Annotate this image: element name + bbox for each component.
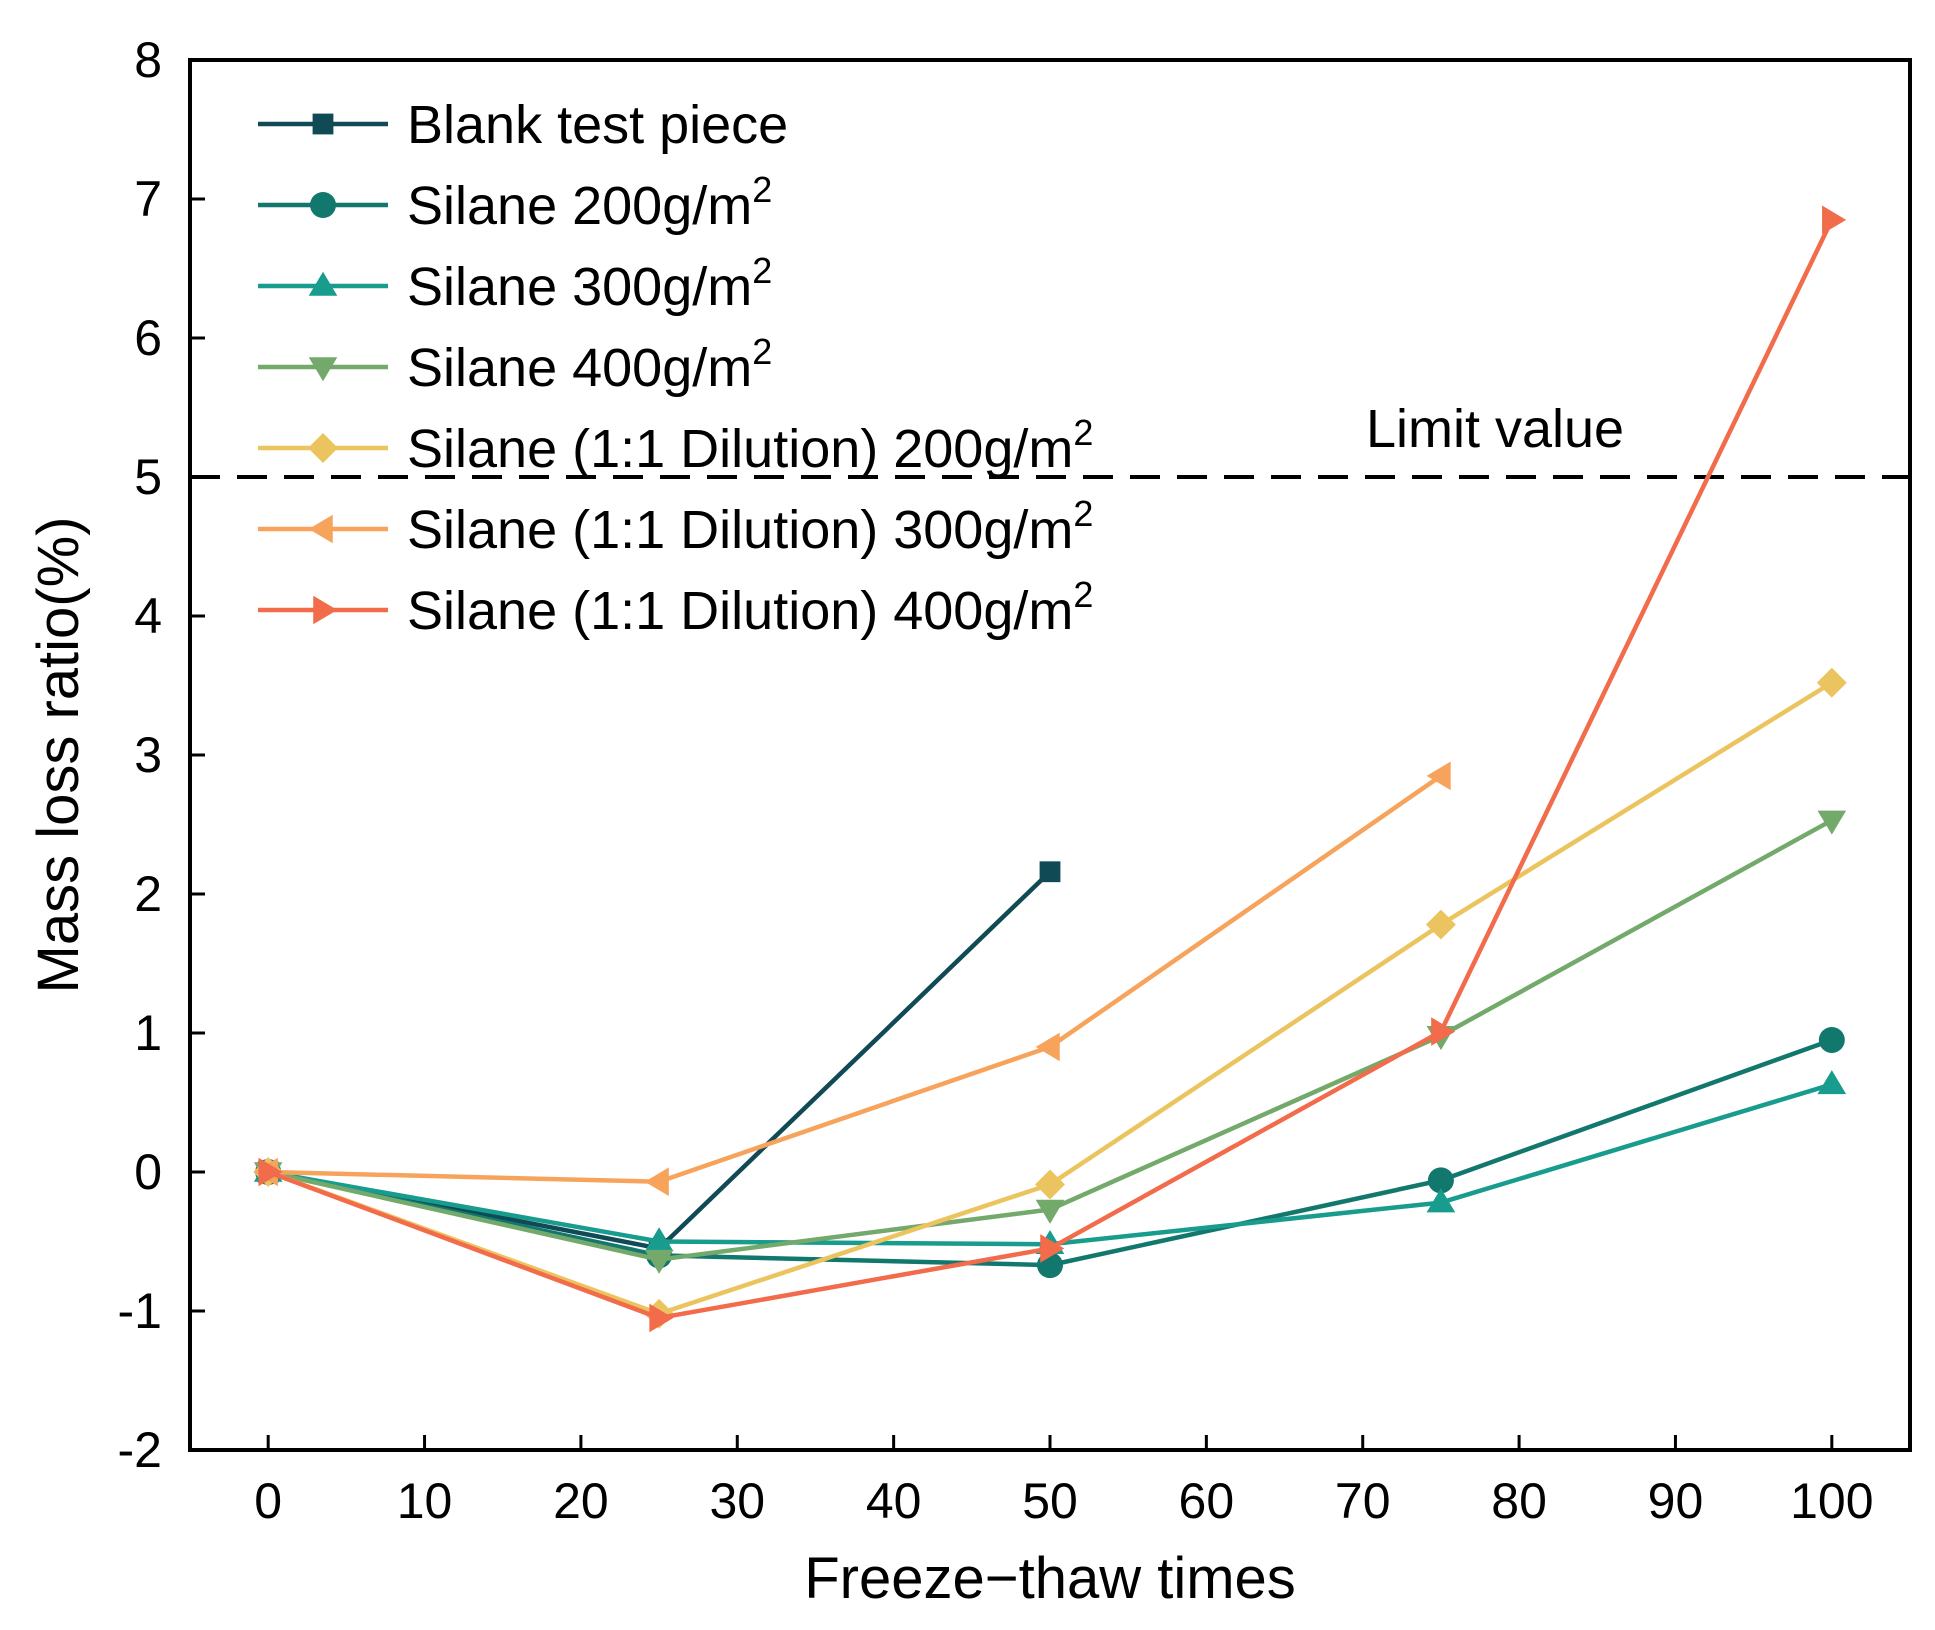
x-tick-label: 70 (1335, 1473, 1391, 1529)
legend-swatch-marker (310, 192, 336, 218)
x-tick-label: 10 (397, 1473, 453, 1529)
legend-label-text: Blank test piece (407, 95, 788, 155)
y-tick-label: 3 (134, 727, 162, 783)
legend-label-text: Silane (1:1 Dilution) 300g/m (407, 500, 1073, 560)
series-group (253, 205, 1847, 1333)
y-tick-label: 1 (134, 1005, 162, 1061)
x-axis-title: Freeze−thaw times (804, 1546, 1296, 1611)
legend-label-text: Silane 200g/m (407, 176, 752, 236)
y-tick-label: -1 (118, 1283, 162, 1339)
series-line (268, 774, 1443, 1184)
data-point (1431, 1017, 1456, 1046)
legend-label: Silane (1:1 Dilution) 400g/m2 (407, 574, 1093, 641)
legend-label: Blank test piece (407, 95, 788, 155)
y-tick-label: 0 (134, 1144, 162, 1200)
series-5 (253, 761, 1451, 1197)
legend-label-text: Silane (1:1 Dilution) 400g/m (407, 581, 1073, 641)
legend-label-superscript: 2 (1073, 412, 1093, 453)
x-tick-label: 80 (1491, 1473, 1547, 1529)
legend-label-text: Silane 400g/m (407, 338, 752, 398)
data-point (1035, 1169, 1065, 1200)
legend-label: Silane 400g/m2 (407, 331, 772, 398)
data-point (1426, 761, 1451, 791)
legend-label-superscript: 2 (1073, 493, 1093, 534)
data-point (1816, 667, 1847, 698)
legend-label: Silane (1:1 Dilution) 300g/m2 (407, 493, 1093, 560)
x-tick-label: 0 (254, 1473, 282, 1529)
y-axis-title: Mass loss ratio(%) (26, 517, 91, 994)
data-point (644, 1249, 674, 1274)
legend-label-superscript: 2 (752, 331, 772, 372)
legend-swatch-marker (308, 271, 338, 296)
legend-label: Silane (1:1 Dilution) 200g/m2 (407, 412, 1093, 479)
data-point (1822, 205, 1847, 235)
series-4 (253, 667, 1847, 1329)
y-tick-label: -2 (118, 1422, 162, 1478)
y-tick-label: 6 (134, 310, 162, 366)
legend-item: Silane (1:1 Dilution) 200g/m2 (258, 412, 1093, 479)
legend-swatch-marker (308, 514, 333, 544)
legend-item: Blank test piece (258, 95, 788, 155)
legend-item: Silane 200g/m2 (258, 169, 772, 236)
x-tick-label: 100 (1790, 1473, 1873, 1529)
data-point (1425, 909, 1456, 940)
legend-swatch-marker (313, 595, 338, 625)
data-point (1426, 1188, 1456, 1213)
data-point (1818, 1026, 1845, 1053)
limit-line-group: Limit value (190, 399, 1910, 479)
x-tick-label: 50 (1022, 1473, 1078, 1529)
x-tick-label: 60 (1179, 1473, 1235, 1529)
series-2 (253, 1070, 1847, 1255)
legend-item: Silane 300g/m2 (258, 250, 772, 317)
data-point (1035, 1032, 1060, 1062)
legend-label-text: Silane 300g/m (407, 257, 752, 317)
legend-label: Silane 300g/m2 (407, 250, 772, 317)
legend-item: Silane (1:1 Dilution) 400g/m2 (258, 574, 1093, 641)
series-0 (257, 861, 1061, 1259)
x-tick-label: 30 (709, 1473, 765, 1529)
data-point (1040, 1234, 1065, 1263)
x-tick-label: 20 (553, 1473, 609, 1529)
legend-swatch-marker (312, 113, 334, 135)
legend-label-superscript: 2 (1073, 574, 1093, 615)
limit-value-label: Limit value (1366, 399, 1624, 459)
data-point (258, 1157, 283, 1187)
y-tick-label: 2 (134, 866, 162, 922)
legend-swatch-marker (308, 433, 338, 463)
data-point (644, 1227, 674, 1252)
y-tick-label: 4 (134, 588, 162, 644)
legend-item: Silane 400g/m2 (258, 331, 772, 398)
legend-swatch-marker (308, 357, 338, 382)
series-6 (258, 205, 1847, 1333)
data-point (649, 1303, 674, 1333)
legend-item: Silane (1:1 Dilution) 300g/m2 (258, 493, 1093, 560)
legend-label-superscript: 2 (752, 169, 772, 210)
data-point (1035, 1199, 1065, 1224)
x-tick-label: 40 (866, 1473, 922, 1529)
legend-label: Silane 200g/m2 (407, 169, 772, 236)
data-point (1817, 810, 1847, 835)
y-tick-label: 8 (134, 32, 162, 88)
legend-label-superscript: 2 (752, 250, 772, 291)
x-tick-label: 90 (1648, 1473, 1704, 1529)
data-point (1817, 1070, 1847, 1095)
data-point (1039, 861, 1061, 883)
data-point (644, 1167, 669, 1197)
legend-label-text: Silane (1:1 Dilution) 200g/m (407, 419, 1073, 479)
y-tick-label: 7 (134, 171, 162, 227)
data-point (1427, 1167, 1454, 1194)
y-tick-label: 5 (134, 449, 162, 505)
axes: 0 10 20 30 40 50 60 70 80 90 100 -2 -1 0 1 2 3 4 5 6 7 8 (118, 32, 1912, 1529)
